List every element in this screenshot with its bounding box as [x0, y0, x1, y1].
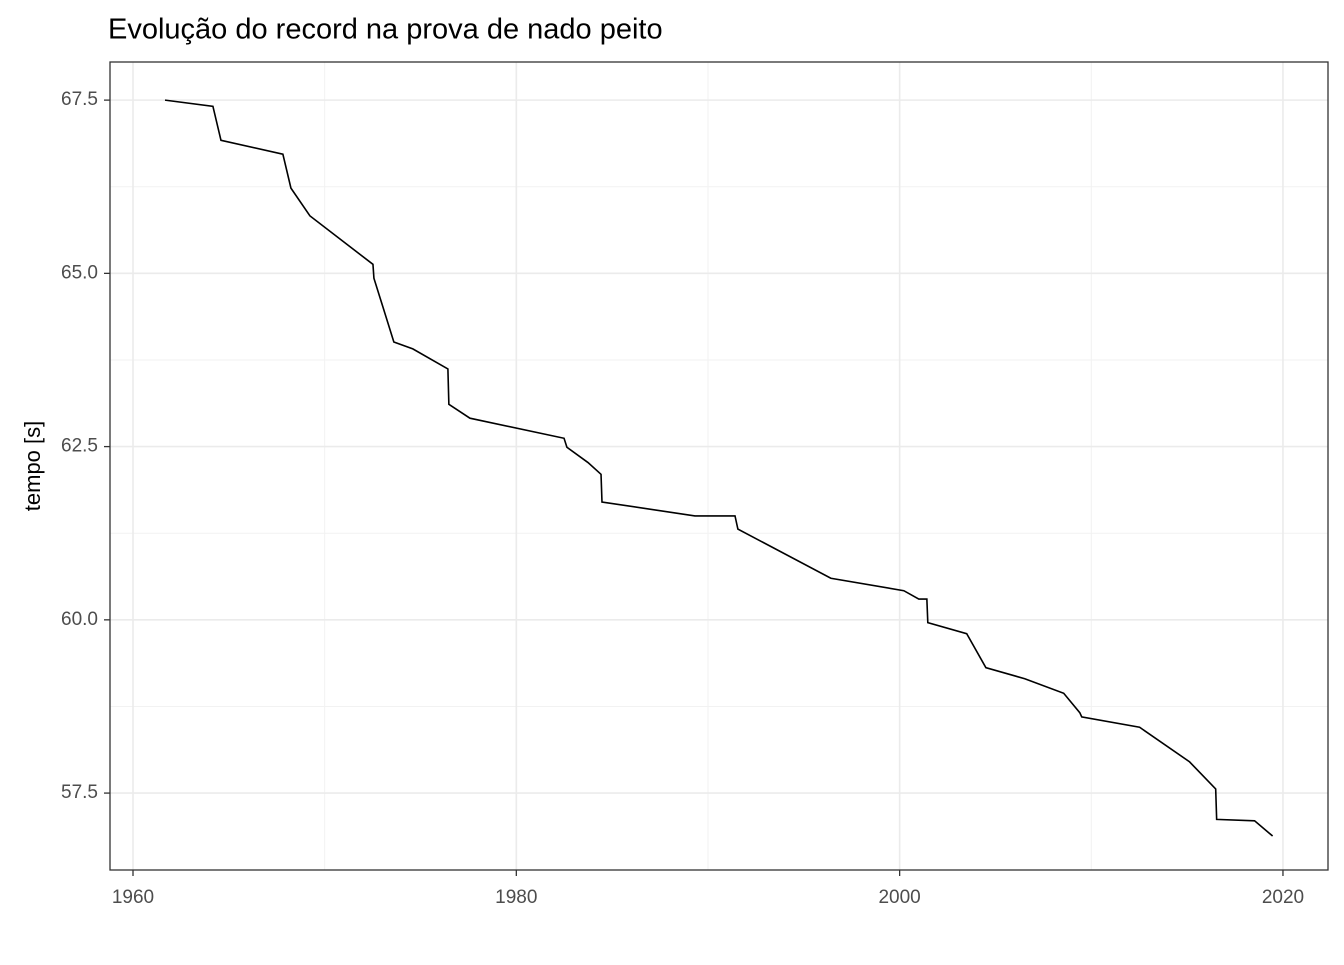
x-tick-label: 1960 [112, 887, 154, 908]
y-tick-label: 67.5 [61, 89, 98, 110]
x-tick-label: 1980 [495, 887, 537, 908]
y-tick-label: 65.0 [61, 262, 98, 283]
chart-title: Evolução do record na prova de nado peit… [108, 14, 663, 46]
record-line [164, 99, 1274, 837]
y-tick-label: 62.5 [61, 436, 98, 457]
x-tick-label: 2000 [878, 887, 920, 908]
y-tick-label: 57.5 [61, 782, 98, 803]
panel-border [109, 61, 1329, 871]
y-axis-label: tempo [s] [20, 421, 45, 511]
y-tick-label: 60.0 [61, 609, 98, 630]
x-tick-label: 2020 [1262, 887, 1304, 908]
